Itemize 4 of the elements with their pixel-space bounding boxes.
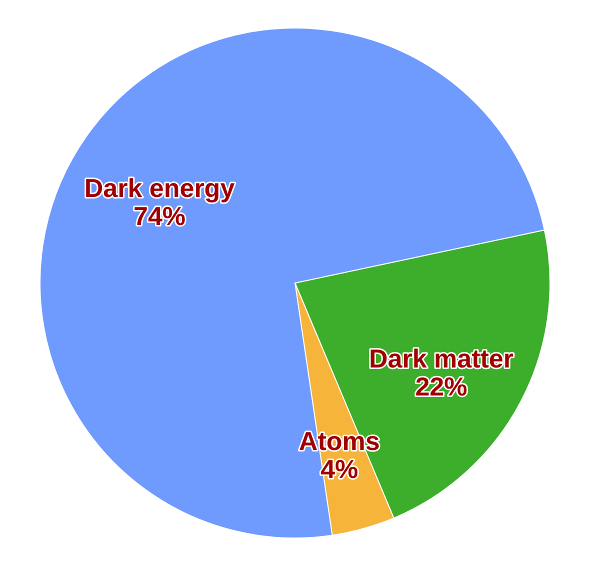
data-label: 22% bbox=[415, 371, 468, 402]
slice-label: Dark energy bbox=[84, 172, 236, 203]
data-label: 74% bbox=[133, 200, 186, 231]
slice-label: Dark matter bbox=[368, 343, 514, 374]
